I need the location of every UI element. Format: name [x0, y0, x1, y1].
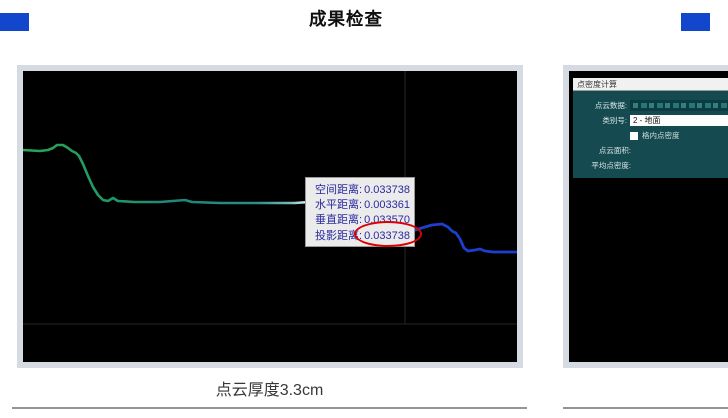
dialog-body: 点云数据: 类别号: 2 - 地面 格内点密度 点云面积: 平均点密度: [573, 91, 728, 178]
tooltip-value: 0.033738 [364, 229, 410, 242]
profile-line-left [23, 143, 311, 205]
blurred-path-text [633, 103, 728, 108]
axis-lines [23, 71, 517, 325]
tooltip-label: 垂直距离: [315, 214, 363, 227]
left-figure-panel: 空间距离: 0.033738 水平距离: 0.003361 垂直距离: 0.03… [17, 65, 523, 368]
dialog-row-area: 点云面积: [573, 145, 728, 156]
profile-line-right [410, 222, 517, 254]
point-cloud-canvas: 空间距离: 0.033738 水平距离: 0.003361 垂直距离: 0.03… [23, 71, 517, 362]
page-title: 成果检查 [309, 9, 383, 29]
grid-density-checkbox-label: 格内点密度 [642, 131, 680, 140]
point-cloud-area-label: 点云面积: [598, 146, 631, 155]
right-figure-panel: 点密度计算 点云数据: 类别号: 2 - 地面 格内点密度 点云面积: [563, 65, 728, 368]
accent-square-right [681, 13, 710, 31]
tooltip-label: 投影距离: [315, 229, 363, 242]
divider-left-column [12, 407, 527, 409]
tooltip-label: 空间距离: [315, 184, 363, 196]
dialog-row-data: 点云数据: [573, 100, 728, 111]
density-dialog: 点密度计算 点云数据: 类别号: 2 - 地面 格内点密度 点云面积: [573, 78, 728, 178]
dialog-row-checkbox: 格内点密度 [573, 130, 728, 141]
tooltip-row-projection: 投影距离: 0.033738 [315, 229, 410, 244]
tooltip-row-vertical: 垂直距离: 0.033570 [315, 213, 410, 228]
point-cloud-data-label: 点云数据: [594, 101, 627, 110]
tooltip-value: 0.003361 [364, 199, 410, 212]
tooltip-value: 0.033570 [364, 214, 410, 227]
accent-square-left [0, 13, 29, 31]
right-canvas: 点密度计算 点云数据: 类别号: 2 - 地面 格内点密度 点云面积: [569, 71, 728, 362]
tooltip-value: 0.033738 [364, 184, 410, 196]
left-figure-caption: 点云厚度3.3cm [215, 382, 324, 399]
class-number-select[interactable]: 2 - 地面 [630, 115, 728, 126]
divider-right-column [563, 407, 728, 409]
tooltip-row-horizontal: 水平距离: 0.003361 [315, 198, 410, 213]
tooltip-row-space: 空间距离: 0.033738 [315, 183, 410, 198]
avg-density-label: 平均点密度: [591, 161, 631, 170]
grid-density-checkbox[interactable] [630, 131, 638, 140]
dialog-titlebar[interactable]: 点密度计算 [573, 78, 728, 91]
dialog-row-class: 类别号: 2 - 地面 [573, 115, 728, 126]
point-cloud-profile-svg [23, 71, 517, 325]
dialog-row-density: 平均点密度: [573, 160, 728, 171]
class-number-label: 类别号: [602, 116, 627, 125]
point-cloud-data-input[interactable] [630, 100, 728, 111]
measurement-tooltip: 空间距离: 0.033738 水平距离: 0.003361 垂直距离: 0.03… [305, 177, 422, 247]
tooltip-label: 水平距离: [315, 199, 363, 212]
